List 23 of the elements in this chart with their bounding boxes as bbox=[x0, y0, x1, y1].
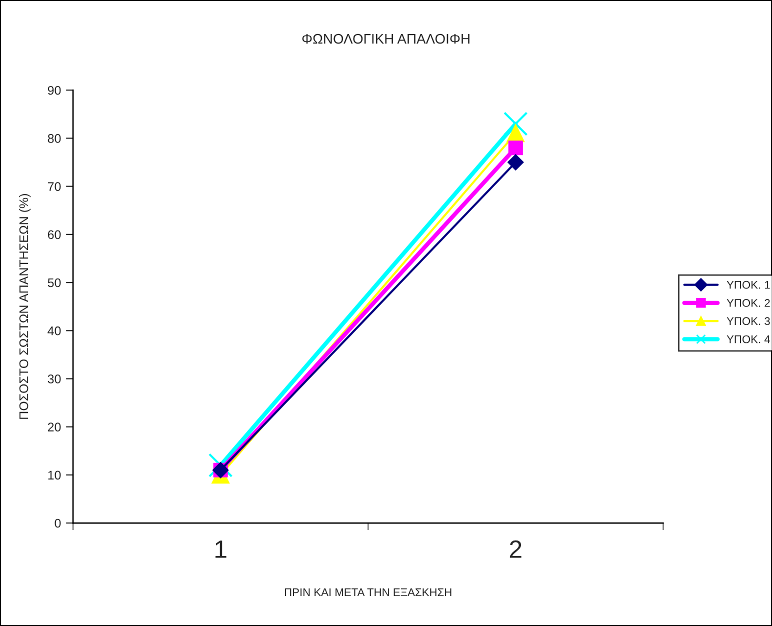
y-tick-label: 70 bbox=[48, 182, 61, 191]
legend-label: ΥΠΟΚ. 3 bbox=[726, 317, 770, 326]
x-axis-title: ΠΡΙΝ ΚΑΙ ΜΕΤΑ ΤΗΝ ΕΞΑΣΚΗΣΗ bbox=[284, 588, 452, 596]
legend-label: ΥΠΟΚ. 2 bbox=[726, 299, 770, 307]
y-tick-label: 40 bbox=[48, 326, 61, 336]
y-tick-label: 30 bbox=[48, 374, 61, 384]
y-tick-label: 20 bbox=[48, 422, 61, 432]
y-tick-label: 50 bbox=[48, 278, 61, 288]
y-tick-label: 90 bbox=[48, 86, 61, 95]
x-tick-label: 1 bbox=[216, 540, 226, 558]
legend-label: ΥΠΟΚ. 4 bbox=[726, 335, 770, 344]
y-tick-label: 80 bbox=[48, 134, 61, 143]
point bbox=[506, 124, 524, 142]
point bbox=[503, 112, 528, 136]
x-tick-label: 2 bbox=[510, 540, 522, 558]
y-axis-title: ΠΟΣΟΣΤΟ ΣΩΣΤΩΝ ΑΠΑΝΤΗΣΕΩΝ (%) bbox=[19, 194, 31, 419]
legend-label: ΥΠΟΚ. 1 bbox=[726, 280, 770, 289]
chart-title: ΦΩΝΟΛΟΓΙΚΗ ΑΠΑΛΟΙΦΗ bbox=[302, 34, 470, 44]
y-tick-label: 10 bbox=[48, 470, 61, 480]
y-tick-label: 60 bbox=[48, 230, 61, 240]
point bbox=[508, 154, 524, 170]
y-tick-label: 0 bbox=[54, 518, 61, 528]
point bbox=[508, 140, 523, 156]
